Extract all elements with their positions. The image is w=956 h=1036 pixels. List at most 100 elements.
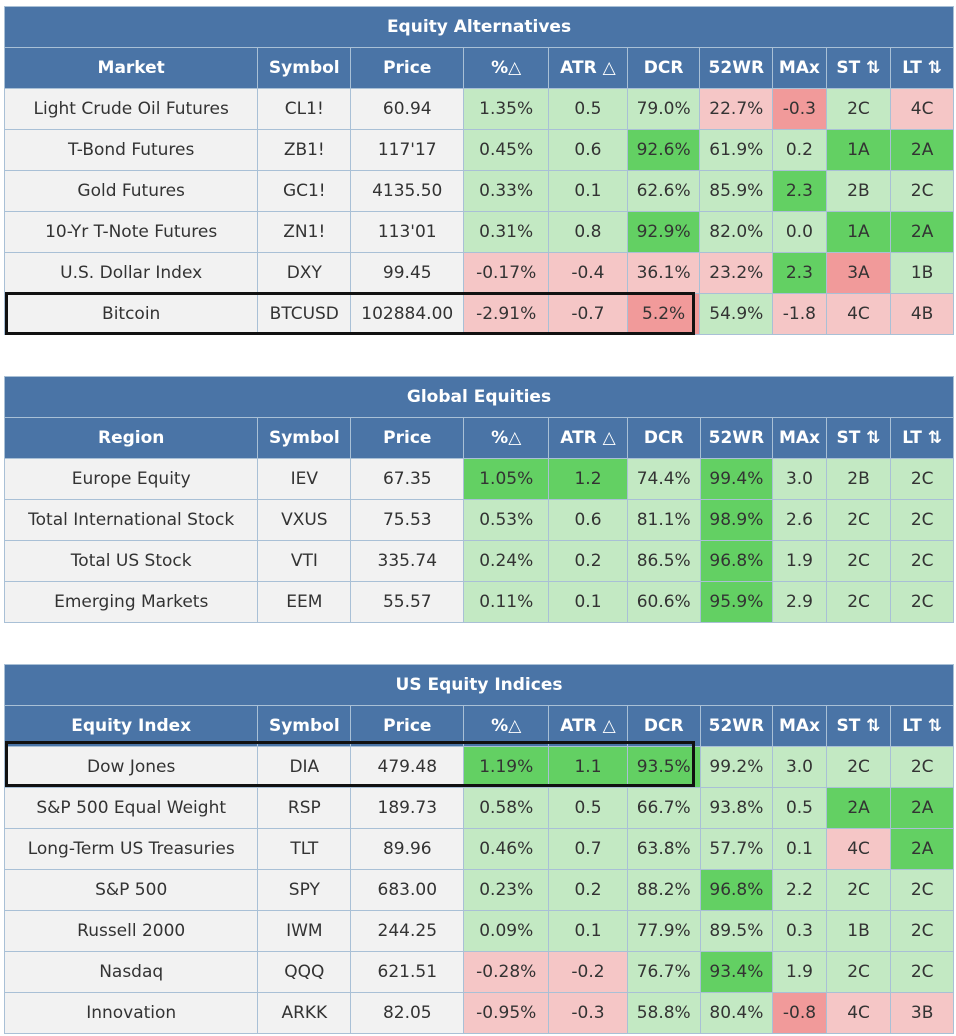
column-header-52wr[interactable]: 52WR [699,705,774,747]
cell-price: 89.96 [350,828,465,870]
table-row[interactable]: U.S. Dollar Index DXY 99.45 -0.17% -0.4 36.1%… [3,252,954,294]
column-header-dcr[interactable]: DCR [626,417,701,459]
column-header-dcr[interactable]: DCR [626,47,701,89]
column-header-lt[interactable]: LT ⇅ [890,705,954,747]
cell-lt: 4C [890,88,954,130]
cell-atr-change: 0.2 [548,869,628,911]
cell-lt: 2A [890,211,954,253]
cell-52wr: 96.8% [699,869,774,911]
column-header-st[interactable]: ST ⇅ [825,705,892,747]
column-header-symbol[interactable]: Symbol [257,417,352,459]
table-row[interactable]: Total US Stock VTI 335.74 0.24% 0.2 86.5% 96.8… [3,540,954,582]
cell-price: 99.45 [350,252,465,294]
column-header-52wr[interactable]: 52WR [699,417,774,459]
cell-lt: 2A [890,787,954,829]
column-header-name[interactable]: Region [3,417,259,459]
table-row[interactable]: Russell 2000 IWM 244.25 0.09% 0.1 77.9% 89.5% 0… [3,910,954,952]
column-header-st[interactable]: ST ⇅ [825,47,892,89]
cell-pct-change: 1.35% [463,88,550,130]
cell-st: 4C [825,293,892,335]
column-header-symbol[interactable]: Symbol [257,47,352,89]
column-header-name[interactable]: Equity Index [3,705,259,747]
cell-st: 2B [825,458,892,500]
cell-52wr: 96.8% [699,540,774,582]
cell-52wr: 98.9% [699,499,774,541]
cell-lt: 2C [890,869,954,911]
section-title-row: Global Equities [4,376,954,418]
column-header-lt[interactable]: LT ⇅ [890,47,954,89]
cell-atr-change: 0.5 [548,88,628,130]
table-global-equities: Global Equities Region Symbol Price %△ ATR △ D… [3,376,954,623]
cell-st: 2C [825,499,892,541]
cell-atr-change: 0.1 [548,581,628,623]
cell-name: Gold Futures [3,170,259,212]
cell-lt: 2C [890,746,954,788]
cell-dcr: 36.1% [626,252,701,294]
table-row[interactable]: Bitcoin BTCUSD 102884.00 -2.91% -0.7 5.2% 54.9… [3,293,954,335]
cell-dcr: 79.0% [626,88,701,130]
cell-52wr: 93.8% [699,787,774,829]
cell-lt: 2C [890,458,954,500]
column-header-pct-change[interactable]: %△ [463,705,550,747]
cell-52wr: 99.4% [699,458,774,500]
cell-dcr: 76.7% [626,951,701,993]
column-header-name[interactable]: Market [3,47,259,89]
column-header-atr-change[interactable]: ATR △ [548,47,628,89]
cell-st: 2B [825,170,892,212]
table-row[interactable]: 10-Yr T-Note Futures ZN1! 113'01 0.31% 0.8 92… [3,211,954,253]
cell-symbol: DXY [257,252,352,294]
cell-name: Total International Stock [3,499,259,541]
cell-pct-change: 0.24% [463,540,550,582]
cell-st: 4C [825,828,892,870]
cell-name: S&P 500 [3,869,259,911]
table-row[interactable]: Total International Stock VXUS 75.53 0.53% 0… [3,499,954,541]
cell-max: 2.9 [772,581,827,623]
cell-atr-change: -0.7 [548,293,628,335]
cell-lt: 2A [890,129,954,171]
column-header-52wr[interactable]: 52WR [699,47,774,89]
table-row[interactable]: Innovation ARKK 82.05 -0.95% -0.3 58.8% 80.4% -… [3,992,954,1034]
column-header-max[interactable]: MAx [772,47,827,89]
column-header-price[interactable]: Price [350,47,465,89]
cell-dcr: 77.9% [626,910,701,952]
column-header-atr-change[interactable]: ATR △ [548,417,628,459]
cell-pct-change: 0.09% [463,910,550,952]
table-row[interactable]: Nasdaq QQQ 621.51 -0.28% -0.2 76.7% 93.4% 1.9 2C… [3,951,954,993]
column-header-symbol[interactable]: Symbol [257,705,352,747]
cell-lt: 2C [890,170,954,212]
table-row[interactable]: Light Crude Oil Futures CL1! 60.94 1.35% 0.5… [3,88,954,130]
column-header-lt[interactable]: LT ⇅ [890,417,954,459]
cell-max: 0.5 [772,787,827,829]
cell-symbol: SPY [257,869,352,911]
table-row[interactable]: Emerging Markets EEM 55.57 0.11% 0.1 60.6% 95.… [3,581,954,623]
cell-st: 2C [825,869,892,911]
cell-52wr: 99.2% [699,746,774,788]
table-row[interactable]: S&P 500 SPY 683.00 0.23% 0.2 88.2% 96.8% 2.2 2C 2… [3,869,954,911]
table-row[interactable]: Long-Term US Treasuries TLT 89.96 0.46% 0.7 6… [3,828,954,870]
cell-max: -0.8 [772,992,827,1034]
column-header-st[interactable]: ST ⇅ [825,417,892,459]
column-header-pct-change[interactable]: %△ [463,417,550,459]
cell-pct-change: 1.05% [463,458,550,500]
table-row[interactable]: S&P 500 Equal Weight RSP 189.73 0.58% 0.5 66.… [3,787,954,829]
column-header-pct-change[interactable]: %△ [463,47,550,89]
column-header-atr-change[interactable]: ATR △ [548,705,628,747]
cell-max: 0.1 [772,828,827,870]
cell-max: 3.0 [772,746,827,788]
cell-price: 335.74 [350,540,465,582]
column-header-price[interactable]: Price [350,705,465,747]
cell-dcr: 81.1% [626,499,701,541]
column-header-max[interactable]: MAx [772,417,827,459]
table-row[interactable]: Dow Jones DIA 479.48 1.19% 1.1 93.5% 99.2% 3.0 2… [3,746,954,788]
table-equity-alternatives: Equity Alternatives Market Symbol Price %△ AT… [3,6,954,335]
column-header-dcr[interactable]: DCR [626,705,701,747]
column-header-max[interactable]: MAx [772,705,827,747]
cell-dcr: 60.6% [626,581,701,623]
column-header-price[interactable]: Price [350,417,465,459]
cell-dcr: 93.5% [626,746,701,788]
table-row[interactable]: Europe Equity IEV 67.35 1.05% 1.2 74.4% 99.4% 3… [3,458,954,500]
table-row[interactable]: Gold Futures GC1! 4135.50 0.33% 0.1 62.6% 85.9… [3,170,954,212]
cell-dcr: 88.2% [626,869,701,911]
cell-max: 2.6 [772,499,827,541]
table-row[interactable]: T-Bond Futures ZB1! 117'17 0.45% 0.6 92.6% 61.… [3,129,954,171]
